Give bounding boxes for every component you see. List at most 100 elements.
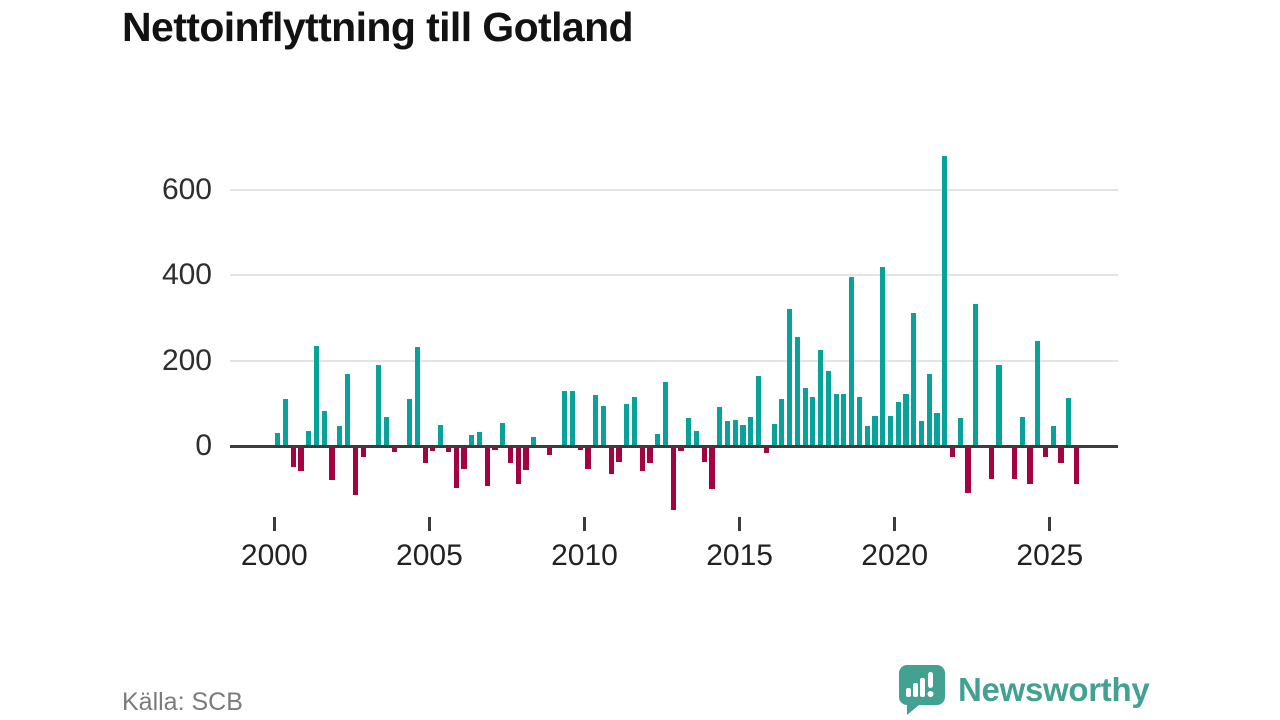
bar	[779, 398, 785, 446]
x-tick	[427, 517, 431, 531]
bar	[755, 375, 762, 446]
bar	[903, 393, 909, 446]
bar	[275, 433, 281, 446]
bar	[515, 446, 521, 485]
source-label: Källa: SCB	[122, 688, 243, 716]
bar	[531, 437, 537, 446]
x-tick	[893, 517, 897, 531]
bar	[445, 446, 451, 452]
bar	[593, 394, 599, 446]
x-tick	[272, 517, 276, 531]
bar	[484, 446, 490, 487]
brand-name: Newsworthy	[958, 671, 1150, 708]
bar	[988, 446, 994, 479]
bar	[655, 433, 661, 446]
bar	[1027, 446, 1033, 484]
bar	[329, 446, 335, 480]
gridline	[230, 359, 1118, 362]
bar	[872, 416, 878, 446]
bar	[926, 373, 932, 446]
bar	[802, 387, 808, 446]
bar	[771, 423, 777, 446]
bar	[1066, 398, 1072, 446]
bar	[577, 446, 583, 451]
bar	[360, 446, 366, 457]
x-tick-label: 2005	[396, 539, 463, 572]
bar	[701, 446, 707, 463]
bar	[864, 425, 870, 446]
bar	[973, 303, 979, 446]
x-tick-label: 2000	[240, 539, 308, 572]
bar	[787, 308, 793, 446]
brand-footer: Newsworthy	[897, 664, 1150, 716]
bar	[996, 364, 1002, 446]
bar	[678, 446, 684, 451]
chart-title: Nettoinflyttning till Gotland	[122, 4, 634, 50]
bar	[717, 407, 723, 446]
newsworthy-logo-icon	[899, 665, 945, 715]
bar	[825, 371, 831, 446]
x-tick-label: 2025	[1016, 539, 1084, 572]
bar	[453, 446, 459, 488]
bar	[732, 420, 738, 446]
bar	[407, 399, 413, 446]
bar	[430, 446, 436, 452]
y-tick-label: 200	[161, 343, 212, 377]
bar	[469, 434, 475, 446]
bar	[918, 420, 925, 446]
bar	[647, 446, 653, 464]
bar	[414, 346, 420, 446]
bar	[1073, 446, 1080, 485]
bar	[569, 391, 576, 446]
bar	[476, 431, 482, 446]
bar	[600, 405, 607, 446]
bar	[1035, 340, 1041, 446]
bar	[608, 446, 614, 474]
bar	[507, 446, 514, 464]
y-tick-label: 400	[161, 258, 212, 292]
x-tick	[738, 517, 742, 531]
bar	[849, 277, 855, 446]
bar	[344, 374, 351, 446]
bar	[1019, 416, 1025, 446]
y-tick-label: 0	[195, 429, 212, 462]
bar	[942, 155, 948, 446]
bar	[763, 446, 769, 454]
bar	[965, 446, 971, 493]
bar	[639, 446, 645, 471]
bar	[686, 418, 692, 446]
bar	[306, 430, 312, 446]
bar	[709, 446, 715, 489]
x-tick	[1048, 517, 1052, 531]
gridline	[230, 274, 1118, 277]
bar	[810, 396, 816, 446]
bar	[693, 431, 700, 446]
bar	[841, 393, 847, 446]
bar	[1050, 425, 1056, 446]
bar	[383, 416, 389, 446]
gridline	[230, 188, 1118, 191]
x-tick-label: 2010	[551, 539, 618, 572]
bar	[856, 397, 862, 446]
bar	[624, 404, 630, 446]
bar	[616, 446, 622, 462]
bar	[880, 267, 886, 446]
bar	[631, 396, 638, 446]
bar	[748, 416, 754, 446]
y-tick-label: 600	[161, 172, 212, 206]
bar	[1058, 446, 1064, 463]
x-tick	[582, 517, 586, 531]
bar	[740, 424, 746, 446]
bar	[887, 415, 894, 446]
bar	[1042, 446, 1049, 458]
x-axis-line	[230, 444, 1118, 448]
bar	[391, 446, 397, 452]
bar	[321, 411, 327, 446]
bar	[298, 446, 304, 471]
bar	[352, 446, 358, 496]
bar	[562, 390, 568, 446]
bar	[438, 425, 444, 446]
bar	[724, 420, 731, 446]
bar	[934, 413, 940, 446]
